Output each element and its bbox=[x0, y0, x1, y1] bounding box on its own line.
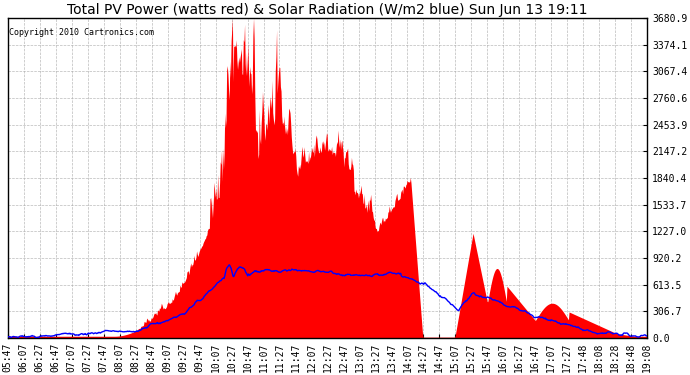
Title: Total PV Power (watts red) & Solar Radiation (W/m2 blue) Sun Jun 13 19:11: Total PV Power (watts red) & Solar Radia… bbox=[67, 3, 588, 17]
Text: Copyright 2010 Cartronics.com: Copyright 2010 Cartronics.com bbox=[9, 27, 154, 36]
